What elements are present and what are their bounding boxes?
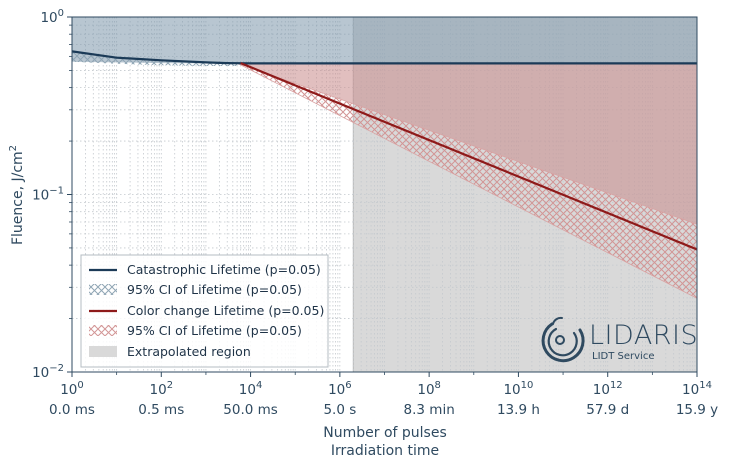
x-tick-label: 1014 (682, 380, 712, 398)
legend-label-ci-color-change: 95% CI of Lifetime (p=0.05) (127, 323, 302, 338)
legend-label-ci-catastrophic: 95% CI of Lifetime (p=0.05) (127, 282, 302, 297)
x-tick-label: 104 (239, 380, 263, 398)
ci-hatch-color-change (236, 62, 697, 299)
x-tick-label: 102 (150, 380, 174, 398)
legend-label-color-change: Color change Lifetime (p=0.05) (127, 303, 324, 318)
x-time-label: 0.5 ms (138, 402, 184, 418)
y-tick-label: 10−1 (32, 186, 64, 204)
logo-mark-icon (541, 316, 585, 363)
x-tick-label: 1012 (593, 380, 623, 398)
legend-swatch-ci-catastrophic (89, 284, 117, 295)
legend-label-extrapolated: Extrapolated region (127, 344, 251, 359)
x-time-label: 13.9 h (497, 402, 540, 418)
x-time-label: 15.9 y (676, 402, 718, 418)
x-time-label: 5.0 s (323, 402, 356, 418)
series-line-color-change (240, 62, 697, 251)
x-tick-label: 108 (417, 380, 441, 398)
x-tick-label: 106 (328, 380, 352, 398)
axes-group: 100 0.0 ms 102 0.5 ms 104 50.0 ms 106 5.0 s 108 8… (32, 8, 718, 418)
y-axis-title-main: Fluence, J/cm (10, 151, 26, 245)
logo-tagline: LIDT Service (592, 351, 654, 362)
legend-label-catastrophic: Catastrophic Lifetime (p=0.05) (127, 262, 321, 277)
x-tick-label: 100 (60, 380, 84, 398)
x-axis-subtitle: Irradiation time (331, 443, 439, 459)
x-tick-label: 1010 (503, 380, 533, 398)
x-time-label: 8.3 min (404, 402, 455, 418)
x-time-label: 50.0 ms (223, 402, 278, 418)
ci-band-color-change (237, 63, 697, 225)
legend-swatch-extrapolated (89, 346, 117, 357)
legend: Catastrophic Lifetime (p=0.05) 95% CI of… (80, 254, 329, 368)
y-axis-title: Fluence, J/cm2 (8, 145, 26, 245)
y-tick-label: 10−2 (32, 363, 64, 381)
legend-box (80, 254, 329, 368)
legend-swatch-ci-color-change (89, 325, 117, 336)
ci-band-catastrophic (72, 17, 697, 64)
series-line-catastrophic (72, 50, 697, 65)
y-tick-label: 100 (40, 8, 64, 26)
y-axis-title-sup: 2 (8, 145, 19, 151)
x-time-label: 57.9 d (586, 402, 629, 418)
x-time-label: 0.0 ms (49, 402, 95, 418)
x-axis-title: Number of pulses (323, 425, 446, 441)
series-group (72, 17, 697, 299)
lidaris-logo: LIDARIS LIDT Service (541, 316, 698, 363)
logo-wordmark: LIDARIS (589, 320, 698, 351)
